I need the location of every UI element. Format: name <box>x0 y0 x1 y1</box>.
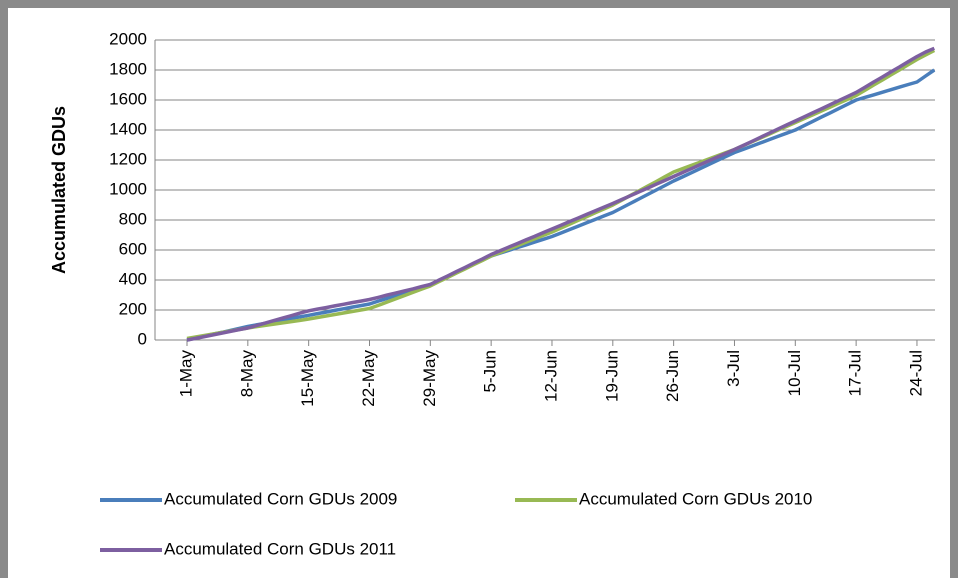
legend-label: Accumulated Corn GDUs 2010 <box>579 489 812 508</box>
x-tick-label: 10-Jul <box>785 350 804 396</box>
y-axis-label: Accumulated GDUs <box>49 106 69 274</box>
x-tick-label: 26-Jun <box>663 350 682 402</box>
x-tick-label: 8-May <box>237 350 256 398</box>
x-tick-label: 22-May <box>359 350 378 407</box>
y-tick-label: 0 <box>138 329 147 348</box>
y-tick-label: 600 <box>119 239 147 258</box>
x-tick-label: 17-Jul <box>846 350 865 396</box>
y-tick-label: 400 <box>119 269 147 288</box>
y-tick-label: 200 <box>119 299 147 318</box>
x-tick-label: 5-Jun <box>481 350 500 393</box>
x-tick-label: 29-May <box>420 350 439 407</box>
series-line <box>186 68 936 342</box>
x-tick-label: 15-May <box>298 350 317 407</box>
y-tick-label: 1200 <box>109 149 147 168</box>
x-tick-label: 1-May <box>176 350 195 398</box>
y-tick-label: 2000 <box>109 29 147 48</box>
x-tick-label: 19-Jun <box>602 350 621 402</box>
legend-label: Accumulated Corn GDUs 2011 <box>164 539 396 558</box>
legend-label: Accumulated Corn GDUs 2009 <box>164 489 397 508</box>
y-tick-label: 1000 <box>109 179 147 198</box>
y-tick-label: 1600 <box>109 89 147 108</box>
series-line <box>186 46 935 342</box>
x-tick-label: 24-Jul <box>906 350 925 396</box>
x-tick-label: 12-Jun <box>541 350 560 402</box>
y-tick-label: 800 <box>119 209 147 228</box>
y-tick-label: 1800 <box>109 59 147 78</box>
y-tick-label: 1400 <box>109 119 147 138</box>
x-tick-label: 3-Jul <box>724 350 743 387</box>
